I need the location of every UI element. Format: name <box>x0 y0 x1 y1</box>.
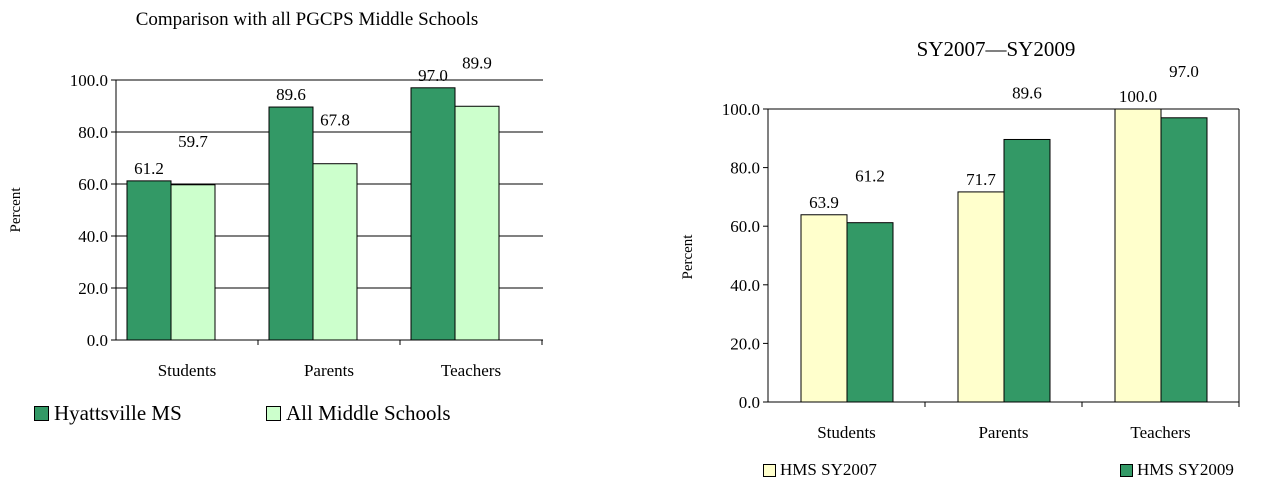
chart-2-ytick-label: 0.0 <box>739 393 760 412</box>
chart-2-bar <box>957 191 1005 403</box>
legend-2-swatch-1 <box>763 463 776 477</box>
chart-1-data-label: 61.2 <box>134 159 164 178</box>
chart-2-bar <box>800 214 848 403</box>
chart-1-data-label: 67.8 <box>320 111 350 130</box>
chart-1-category-label: Teachers <box>441 361 501 380</box>
chart-2-ytick-label: 60.0 <box>730 217 760 236</box>
chart-1-data-label: 97.0 <box>418 66 448 85</box>
legend-2-label-2: HMS SY2009 <box>1137 460 1234 479</box>
chart-2-data-label: 100.0 <box>1119 87 1157 106</box>
chart-2-ytick-label: 40.0 <box>730 276 760 295</box>
legend-1-label-1: Hyattsville MS <box>54 401 182 425</box>
legend-1-item-1: Hyattsville MS <box>34 401 182 426</box>
chart-2-data-label: 63.9 <box>809 193 839 212</box>
chart-1-bar <box>170 184 216 341</box>
chart-1-ytick-label: 80.0 <box>78 123 108 142</box>
chart-2-title: SY2007—SY2009 <box>917 37 1076 61</box>
chart-1-ytick-label: 0.0 <box>87 331 108 350</box>
chart-1-bar <box>454 105 500 341</box>
legend-2-item-2: HMS SY2009 <box>1120 460 1234 480</box>
chart-1-ytick-label: 40.0 <box>78 227 108 246</box>
chart-2-category-label: Students <box>817 423 876 442</box>
legend-1-swatch-2 <box>266 406 281 421</box>
chart-1-category-label: Students <box>158 361 217 380</box>
chart-1-ylabel: Percent <box>8 187 24 233</box>
chart-2-bar <box>1160 117 1208 403</box>
legend-1-swatch-1 <box>34 406 49 421</box>
chart-2-data-label: 61.2 <box>855 167 885 186</box>
chart-2-ytick-label: 80.0 <box>730 159 760 178</box>
chart-2-category-label: Teachers <box>1130 423 1190 442</box>
chart-2-data-label: 71.7 <box>966 170 996 189</box>
chart-2-ytick-label: 100.0 <box>722 100 760 119</box>
legend-2-label-1: HMS SY2007 <box>780 460 877 479</box>
legend-1-item-2: All Middle Schools <box>266 401 451 426</box>
chart-1-category-label: Parents <box>304 361 354 380</box>
chart-1-ytick-label: 100.0 <box>70 71 108 90</box>
legend-2-swatch-2 <box>1120 463 1133 477</box>
chart-1-bar <box>410 87 456 341</box>
chart-1-title: Comparison with all PGCPS Middle Schools <box>136 9 479 30</box>
chart-1-ytick-label: 20.0 <box>78 279 108 298</box>
legend-1-label-2: All Middle Schools <box>286 401 451 425</box>
chart-2-ylabel: Percent <box>680 234 696 280</box>
chart-1-ytick-label: 60.0 <box>78 175 108 194</box>
chart-2-ytick-label: 20.0 <box>730 334 760 353</box>
chart-1-bar <box>312 163 358 341</box>
chart-2-category-label: Parents <box>978 423 1028 442</box>
chart-1-data-label: 89.9 <box>462 53 492 72</box>
chart-1-bar <box>126 180 172 341</box>
chart-1-bar <box>268 106 314 341</box>
legend-2-item-1: HMS SY2007 <box>763 460 877 480</box>
chart-2-bar <box>1114 108 1162 403</box>
chart-2-data-label: 89.6 <box>1012 83 1042 102</box>
chart-2-bar <box>846 222 894 403</box>
chart-2-bar <box>1003 138 1051 403</box>
chart-1-data-label: 59.7 <box>178 132 208 151</box>
chart-2-data-label: 97.0 <box>1169 62 1199 81</box>
chart-1-data-label: 89.6 <box>276 85 306 104</box>
